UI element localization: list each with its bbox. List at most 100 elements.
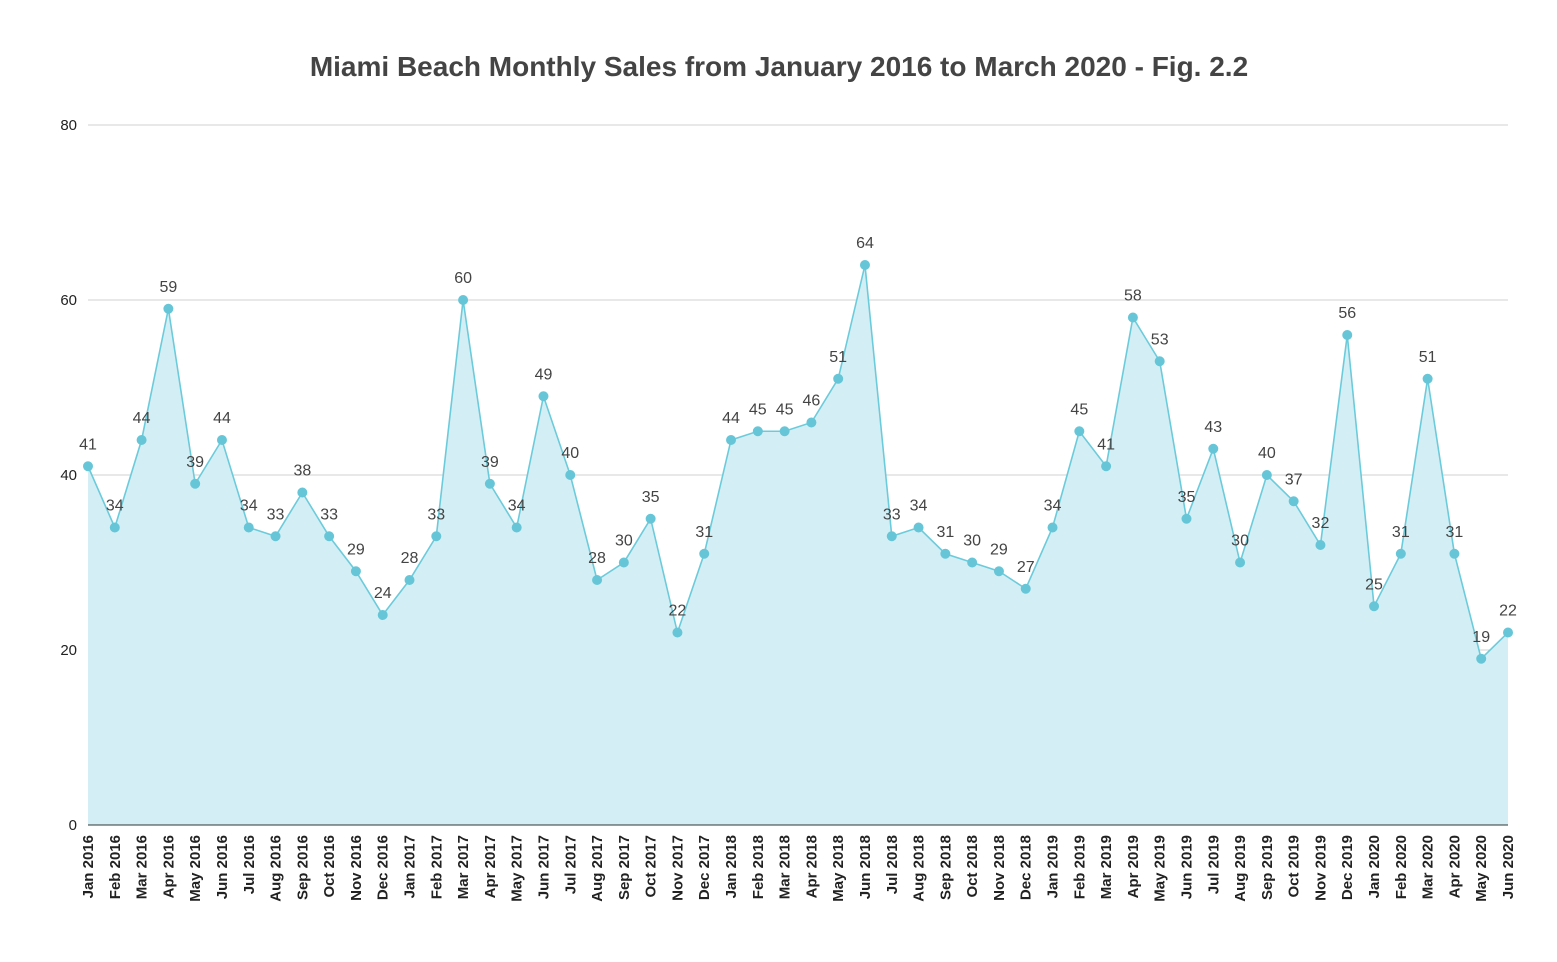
y-tick-label: 20 xyxy=(60,642,77,659)
data-label: 49 xyxy=(535,366,553,383)
x-tick-label: Mar 2020 xyxy=(1420,835,1437,899)
data-label: 28 xyxy=(588,550,606,567)
data-point xyxy=(618,557,629,568)
data-label: 27 xyxy=(1017,559,1035,576)
x-tick-label: Dec 2016 xyxy=(375,835,392,900)
data-point xyxy=(216,435,227,445)
data-label: 31 xyxy=(936,524,954,541)
data-label: 51 xyxy=(829,349,847,366)
x-tick-label: Jul 2018 xyxy=(884,835,901,894)
data-label: 60 xyxy=(454,270,472,287)
data-label: 41 xyxy=(79,436,97,453)
x-tick-label: Dec 2017 xyxy=(696,835,713,900)
x-tick-label: Oct 2017 xyxy=(643,835,660,898)
data-point xyxy=(163,303,174,314)
x-tick-label: Mar 2016 xyxy=(134,835,151,899)
x-tick-label: Jul 2019 xyxy=(1205,835,1222,894)
data-label: 22 xyxy=(1499,603,1517,620)
data-label: 45 xyxy=(749,401,767,418)
data-label: 25 xyxy=(1365,576,1383,593)
x-tick-label: Sep 2017 xyxy=(616,835,633,900)
data-point xyxy=(886,531,897,542)
x-axis: Jan 2016 Feb 2016 Mar 2016 Apr 2016 May 2016… xyxy=(80,835,1517,902)
data-label: 46 xyxy=(802,393,820,410)
data-point xyxy=(913,522,924,533)
x-tick-label: Aug 2019 xyxy=(1232,835,1249,902)
data-label: 33 xyxy=(267,506,285,523)
x-tick-label: Feb 2018 xyxy=(750,835,767,899)
data-label: 34 xyxy=(1044,498,1062,515)
data-point xyxy=(324,531,335,542)
data-label: 29 xyxy=(347,541,365,558)
data-label: 45 xyxy=(776,401,794,418)
data-point xyxy=(1154,356,1165,367)
x-tick-label: Jan 2020 xyxy=(1366,835,1383,898)
x-tick-label: Jan 2018 xyxy=(723,835,740,898)
data-label: 28 xyxy=(401,550,419,567)
data-label: 53 xyxy=(1151,331,1169,348)
data-label: 56 xyxy=(1338,305,1356,322)
data-point xyxy=(511,522,522,533)
data-point xyxy=(377,610,388,620)
data-label: 40 xyxy=(1258,445,1276,462)
data-label: 33 xyxy=(883,506,901,523)
data-point xyxy=(1101,461,1112,472)
area-fill xyxy=(88,265,1508,825)
x-tick-label: Sep 2019 xyxy=(1259,835,1276,900)
data-label: 29 xyxy=(990,541,1008,558)
data-point xyxy=(458,295,469,305)
data-point xyxy=(190,478,201,489)
x-tick-label: May 2019 xyxy=(1152,835,1169,902)
x-tick-label: Oct 2019 xyxy=(1286,835,1303,898)
data-label: 59 xyxy=(159,279,177,296)
series-line xyxy=(87,264,1509,661)
data-point xyxy=(859,260,870,270)
data-point xyxy=(1127,312,1138,323)
data-label: 35 xyxy=(642,489,660,506)
data-label: 24 xyxy=(374,585,392,602)
y-tick-label: 0 xyxy=(69,817,77,834)
data-label: 38 xyxy=(293,463,311,480)
data-point xyxy=(752,426,763,437)
data-point xyxy=(1020,583,1031,594)
data-point xyxy=(1261,470,1272,480)
x-tick-label: Apr 2017 xyxy=(482,835,499,898)
data-label: 34 xyxy=(910,498,928,515)
data-label: 37 xyxy=(1285,471,1303,488)
data-point xyxy=(1342,330,1353,340)
data-point xyxy=(1503,627,1513,638)
data-point xyxy=(1395,548,1406,559)
data-label: 40 xyxy=(561,445,579,462)
y-tick-label: 80 xyxy=(60,117,77,134)
data-point xyxy=(136,435,147,445)
data-labels: 41 34 44 59 39 44 34 33 38 33 29 24 28 33 60 39 34 49 40 28… xyxy=(79,235,1517,646)
x-tick-label: Oct 2016 xyxy=(321,835,338,898)
x-tick-label: Jun 2020 xyxy=(1500,835,1517,899)
x-tick-label: May 2017 xyxy=(509,835,526,902)
x-tick-label: Jan 2017 xyxy=(402,835,419,898)
x-tick-label: Nov 2017 xyxy=(669,835,686,901)
data-point xyxy=(1181,513,1192,524)
data-point xyxy=(1315,540,1326,550)
data-point xyxy=(779,426,790,437)
data-point xyxy=(484,478,495,489)
x-tick-label: Feb 2016 xyxy=(107,835,124,899)
x-tick-label: May 2020 xyxy=(1473,835,1490,902)
data-point xyxy=(109,522,120,533)
x-tick-label: Jul 2016 xyxy=(241,835,258,894)
data-label: 32 xyxy=(1312,515,1330,532)
data-point xyxy=(1208,443,1219,454)
y-tick-label: 40 xyxy=(60,467,77,484)
data-label: 41 xyxy=(1097,436,1115,453)
data-label: 30 xyxy=(1231,533,1249,550)
data-point xyxy=(1422,373,1433,384)
data-label: 22 xyxy=(669,603,687,620)
x-tick-label: Apr 2016 xyxy=(160,835,177,898)
data-label: 33 xyxy=(320,506,338,523)
data-points xyxy=(83,260,1513,664)
x-tick-label: Nov 2016 xyxy=(348,835,365,901)
data-point xyxy=(967,557,978,568)
data-label: 51 xyxy=(1419,349,1437,366)
data-label: 44 xyxy=(213,410,231,427)
x-tick-label: Mar 2019 xyxy=(1098,835,1115,899)
